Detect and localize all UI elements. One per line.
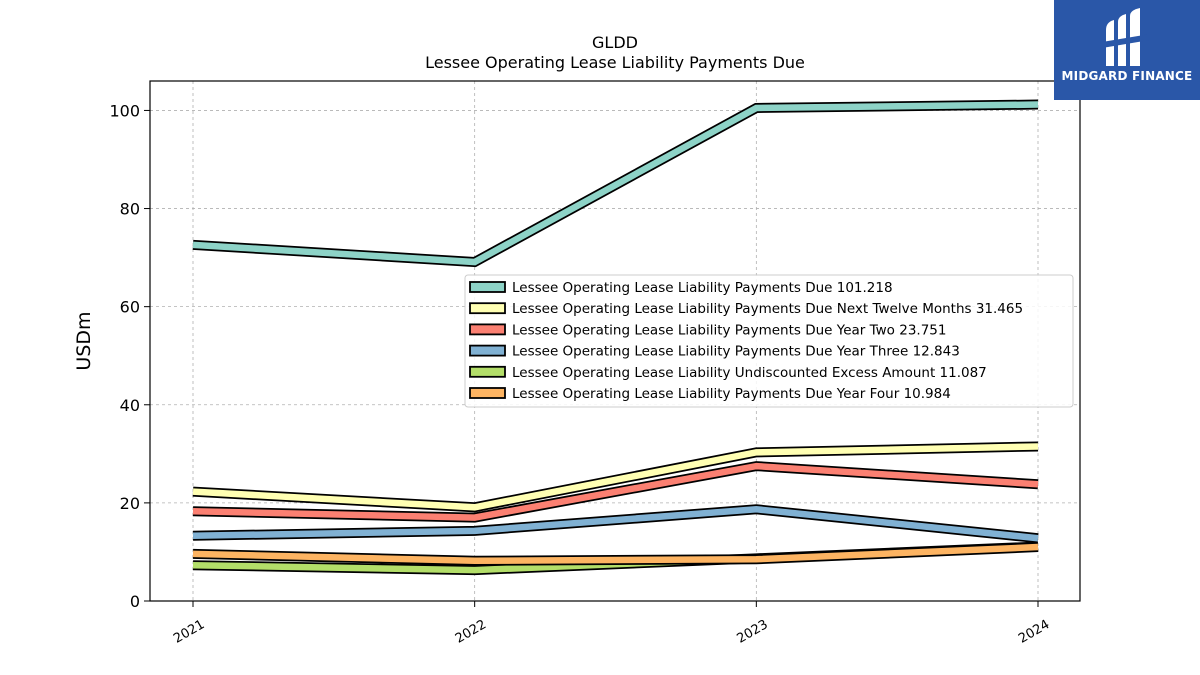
- logo-text: MIDGARD FINANCE: [1061, 69, 1193, 83]
- x-tick-label: 2022: [453, 617, 489, 647]
- x-tick-label: 2021: [171, 617, 207, 647]
- y-axis-label: USDm: [73, 311, 95, 370]
- legend-label: Lessee Operating Lease Liability Payment…: [512, 280, 893, 296]
- series-line: [192, 504, 1039, 544]
- series-fill: [192, 462, 1039, 521]
- series-line: [192, 542, 1039, 566]
- logo-mark-icon: [1102, 8, 1150, 66]
- series-fill: [192, 543, 1039, 565]
- legend-swatch: [469, 387, 506, 399]
- chart-subtitle: Lessee Operating Lease Liability Payment…: [425, 53, 805, 72]
- y-tick-label: 60: [120, 298, 140, 317]
- legend-swatch: [469, 302, 506, 315]
- legend-label: Lessee Operating Lease Liability Payment…: [512, 301, 1023, 317]
- y-tick-label: 40: [120, 396, 140, 415]
- series-line: [192, 461, 1039, 523]
- series-layer: [192, 99, 1039, 576]
- legend-label: Lessee Operating Lease Liability Payment…: [512, 344, 960, 360]
- legend-swatch: [469, 323, 506, 336]
- legend-label: Lessee Operating Lease Liability Payment…: [512, 322, 946, 338]
- legend-label: Lessee Operating Lease Liability Undisco…: [512, 365, 987, 381]
- series-fill: [192, 506, 1039, 542]
- legend-swatch: [469, 281, 506, 293]
- series-line: [192, 441, 1039, 513]
- series-fill: [192, 101, 1039, 266]
- y-tick-label: 0: [130, 592, 140, 611]
- legend: Lessee Operating Lease Liability Payment…: [464, 274, 1074, 408]
- legend-swatch: [469, 344, 506, 357]
- legend-swatch: [469, 365, 506, 378]
- legend-box: [464, 274, 1074, 408]
- series-fill: [192, 443, 1039, 511]
- x-tick-label: 2023: [735, 617, 771, 647]
- y-tick-label: 20: [120, 494, 140, 513]
- y-tick-label: 80: [120, 200, 140, 219]
- series-line: [192, 99, 1039, 268]
- legend-label: Lessee Operating Lease Liability Payment…: [512, 386, 951, 402]
- y-tick-label: 100: [109, 101, 140, 120]
- plot-frame: [149, 80, 1081, 602]
- midgard-finance-logo: MIDGARD FINANCE: [1054, 0, 1200, 100]
- chart-title: GLDD: [592, 33, 638, 52]
- x-tick-label: 2024: [1016, 617, 1052, 647]
